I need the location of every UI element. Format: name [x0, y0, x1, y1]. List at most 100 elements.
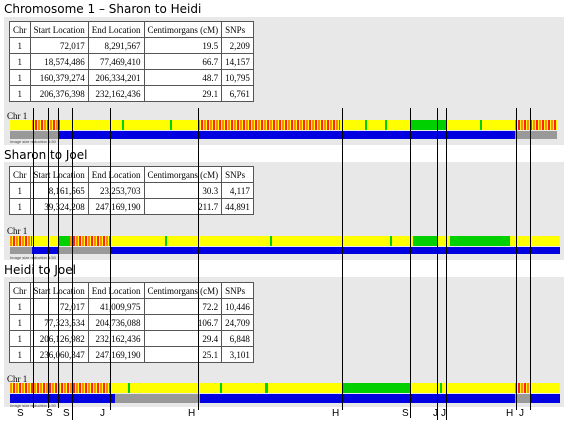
bar-segment [545, 120, 547, 130]
bar-segment [246, 120, 248, 130]
bar-segment [315, 120, 317, 130]
table-row: 1 236,060,347 247,169,190 25.1 3,101 [9, 346, 254, 363]
bar-segment [28, 236, 30, 246]
cell: 23,253,703 [87, 182, 145, 199]
bar-segment [46, 383, 48, 393]
bar-segment [539, 120, 541, 130]
cell: 206,126,982 [29, 330, 89, 347]
cell: 72.2 [143, 298, 223, 315]
col-snps-header: SNPs [221, 21, 254, 38]
cell: 14,157 [221, 53, 254, 70]
cell: 1 [9, 314, 31, 331]
bar-segment [207, 120, 209, 130]
bar-segment [276, 120, 278, 130]
bar-segment [61, 383, 63, 393]
bar-segment [365, 120, 367, 130]
bar-segment [10, 236, 12, 246]
bar-segment [216, 120, 218, 130]
bar-segment [270, 236, 272, 246]
cell: 1 [9, 198, 31, 215]
cell: 1 [9, 182, 31, 199]
cell: 206,334,201 [87, 69, 145, 86]
cell: 8,291,567 [87, 37, 145, 54]
bar-segment [49, 383, 51, 393]
bar-segment [165, 236, 167, 246]
bar-segment [85, 383, 87, 393]
bar-segment [103, 383, 105, 393]
bar-segment [76, 236, 78, 246]
bar-segment [267, 120, 269, 130]
bar-segment [291, 120, 293, 130]
bar-segment [234, 120, 236, 130]
cell: 77,323,534 [29, 314, 89, 331]
bar-segment [38, 120, 40, 130]
bar-segment [85, 236, 87, 246]
cell: 48.7 [143, 69, 223, 86]
bar-segment [56, 120, 58, 130]
alignment-line [437, 108, 438, 420]
alignment-line [516, 108, 517, 410]
bar-segment [527, 120, 529, 130]
bar-segment [548, 120, 550, 130]
table-row: 1 77,323,534 204,736,088 106.7 24,709 [9, 314, 254, 331]
bar-segment [261, 120, 263, 130]
table-header-row: Chr Start Location End Location Centimor… [9, 166, 254, 183]
image-size-note: Image size reduction 1:50 [10, 403, 56, 408]
chromosome-bar-match [10, 120, 557, 130]
cell: 44,891 [221, 198, 254, 215]
col-chr-header: Chr [9, 282, 31, 299]
bar-segment [53, 120, 55, 130]
table-row: 1 72,017 8,291,567 19.5 2,209 [9, 37, 254, 54]
chromosome-bar-match [10, 383, 560, 393]
bar-segment [450, 236, 510, 246]
bar-segment [303, 120, 305, 130]
cell: 72,017 [29, 298, 89, 315]
bar-segment [533, 120, 535, 130]
bar-segment [31, 383, 33, 393]
bar-segment [321, 120, 323, 130]
alignment-line [72, 108, 73, 420]
cell: 72,017 [29, 37, 89, 54]
bar-segment [300, 120, 302, 130]
bar-segment [530, 394, 560, 403]
section-title-sharon-heidi: Chromosome 1 – Sharon to Heidi [4, 2, 202, 16]
marker-label: S [17, 408, 24, 419]
col-snps-header: SNPs [221, 282, 254, 299]
cell: 1 [9, 85, 31, 102]
bar-segment [10, 247, 32, 254]
cell: 1 [9, 53, 31, 70]
bar-segment [231, 120, 233, 130]
bar-segment [19, 236, 21, 246]
table-row: 1 18,574,486 77,469,410 66.7 14,157 [9, 53, 254, 70]
cell: 19.5 [143, 37, 223, 54]
bar-segment [515, 120, 517, 130]
cell: 106.7 [143, 314, 223, 331]
bar-segment [58, 236, 70, 246]
cell: 2,209 [221, 37, 254, 54]
cell: 1 [9, 330, 31, 347]
bar-segment [270, 120, 272, 130]
col-end-header: End Location [87, 21, 145, 38]
chromosome-bar-match [10, 236, 560, 246]
image-size-note: Image size reduction 1:50 [10, 139, 56, 144]
cell: 1 [9, 346, 31, 363]
cell: 247,169,190 [87, 346, 145, 363]
bar-segment [288, 120, 290, 130]
bar-segment [79, 236, 81, 246]
cell: 232,162,436 [87, 330, 145, 347]
bar-segment [279, 120, 281, 130]
marker-labels: S S S J H H S J J H J [0, 408, 570, 426]
bar-segment [273, 120, 275, 130]
bar-segment [204, 120, 206, 130]
bar-segment [109, 383, 110, 393]
bar-segment [10, 394, 115, 403]
cell: 39,324,208 [29, 198, 89, 215]
cell: 25.1 [143, 346, 223, 363]
col-start-header: Start Location [29, 282, 89, 299]
alignment-line [110, 108, 111, 410]
bar-segment [25, 383, 27, 393]
bar-segment [37, 383, 39, 393]
marker-label: H [506, 408, 514, 419]
bar-segment [88, 236, 90, 246]
alignment-line [410, 108, 411, 418]
